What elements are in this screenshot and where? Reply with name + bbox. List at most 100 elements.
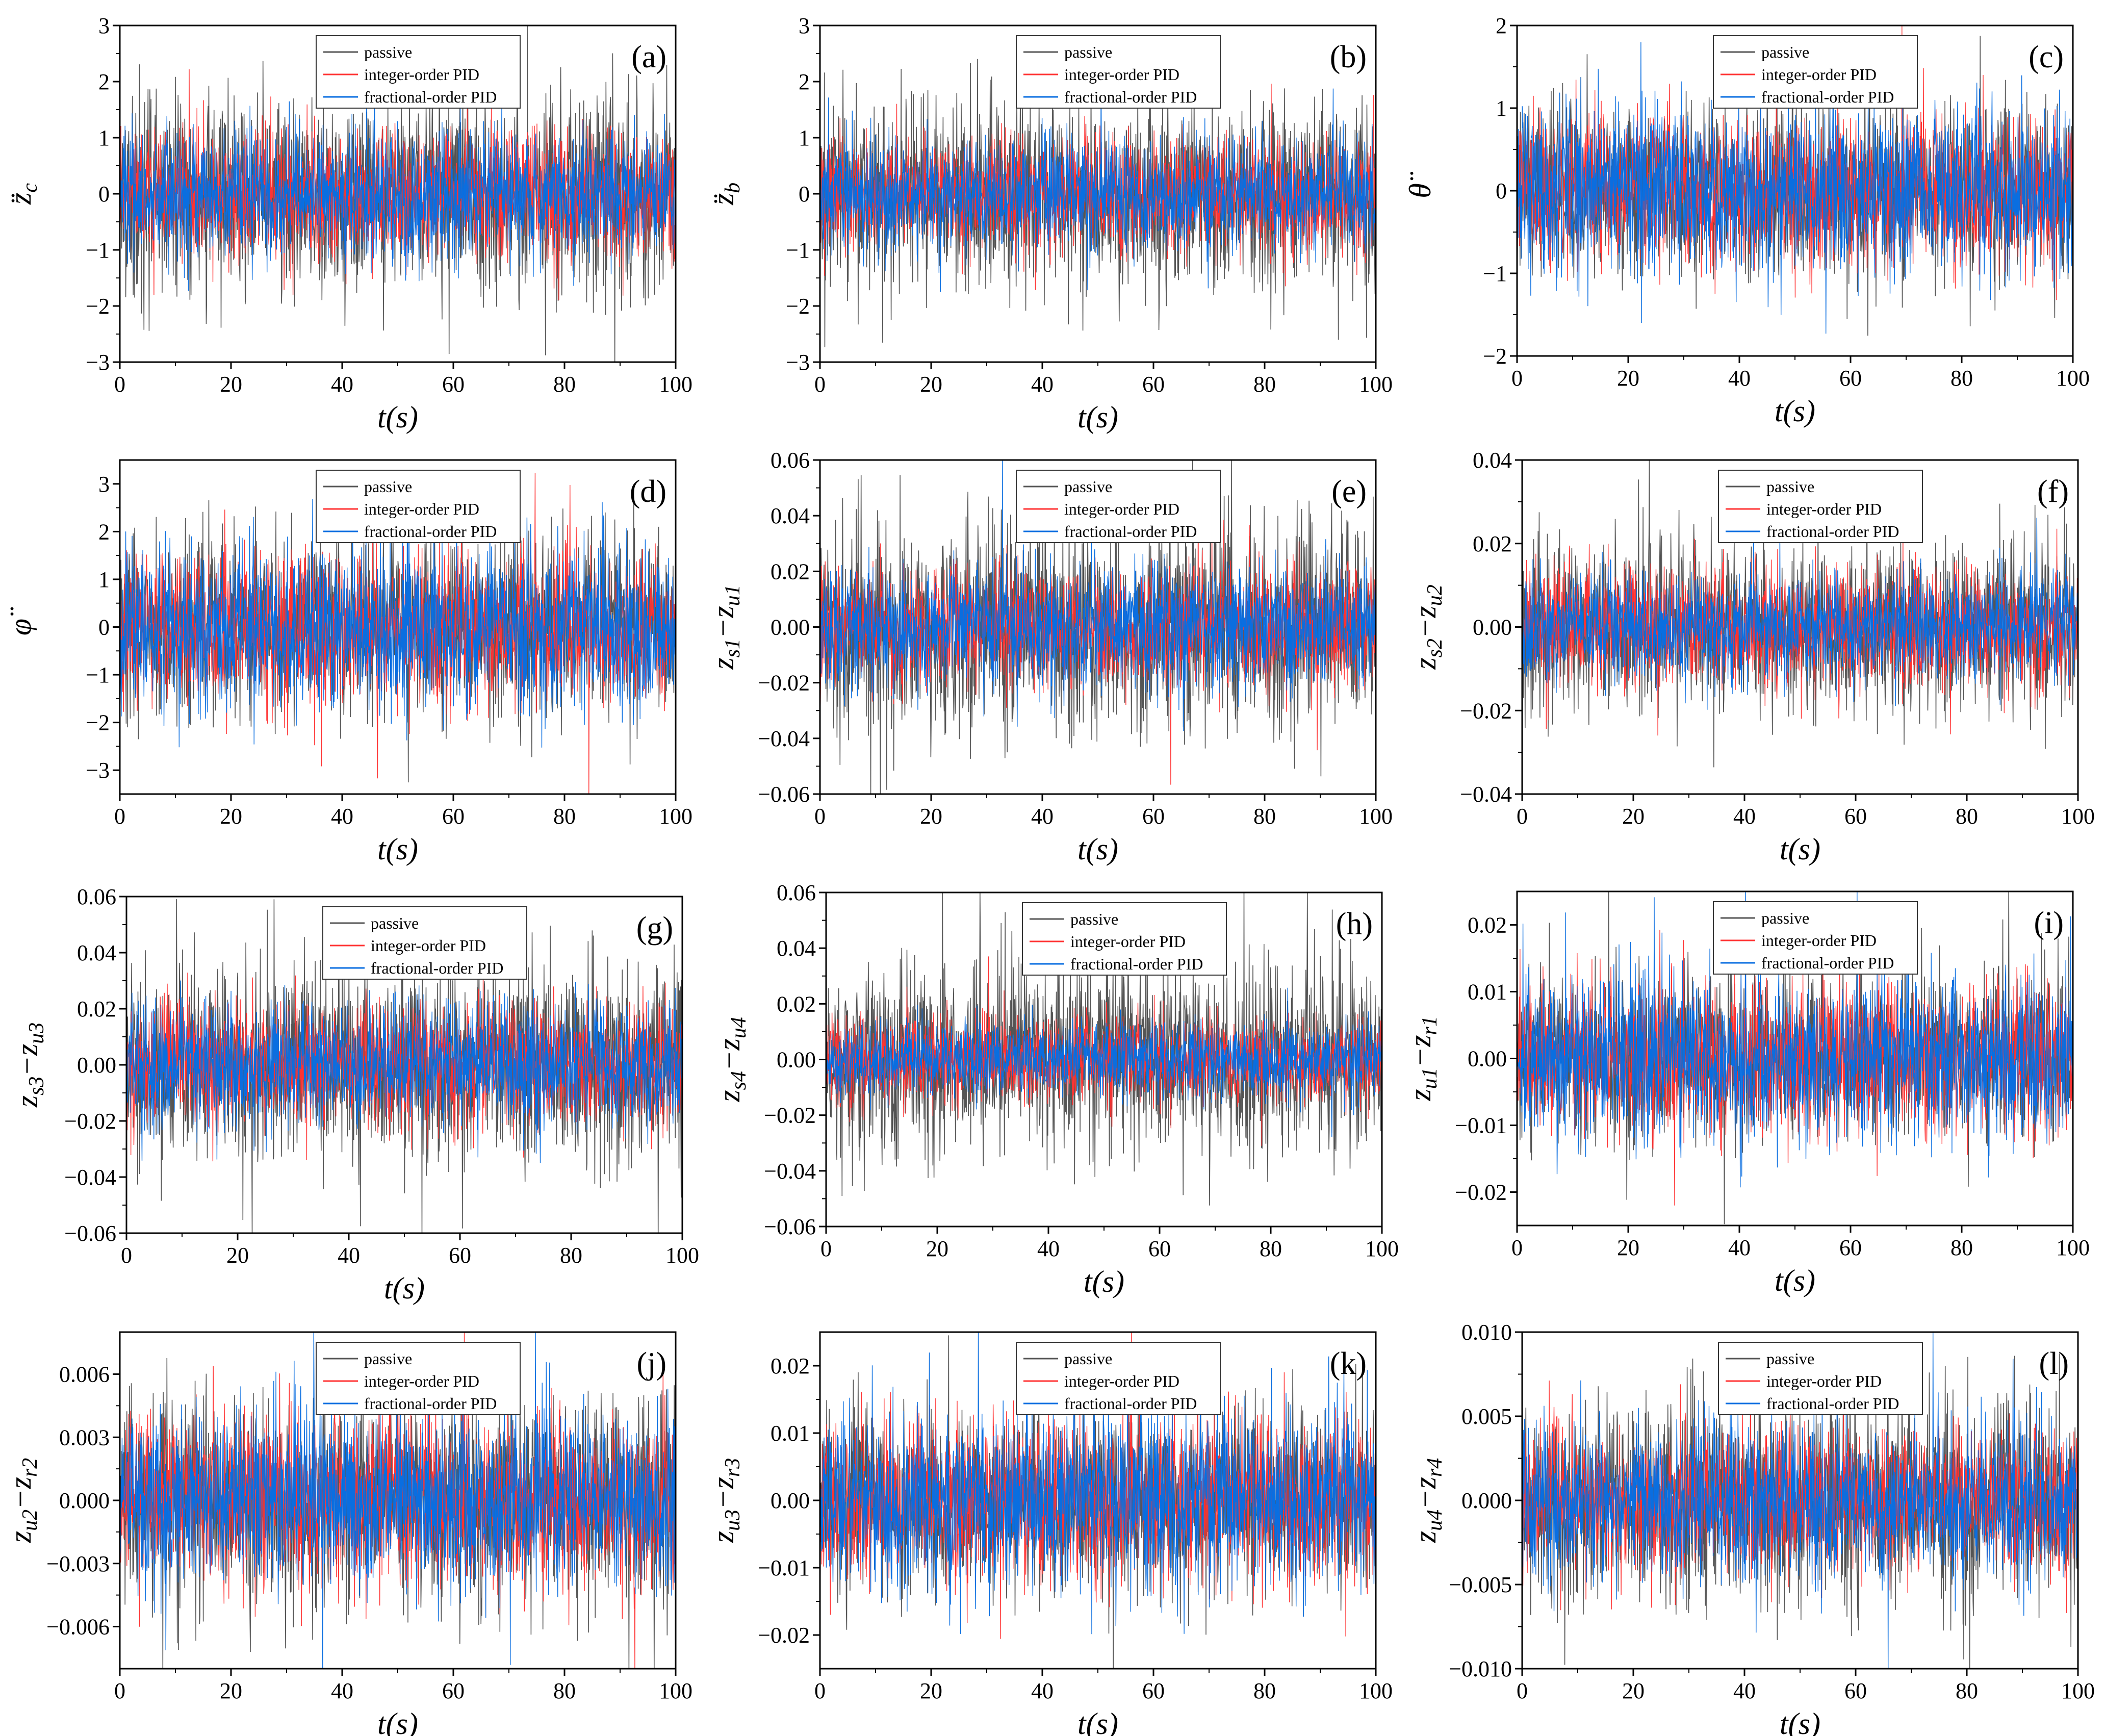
panel-e: 0 20 40 60 80 100 −0.06 −0.04 −0.02 0.00 0.02 0.04 0… — [706, 448, 1393, 866]
panel-l: 0 20 40 60 80 100 −0.010 −0.005 0.000 0.005 0.010 t… — [1408, 1320, 2095, 1736]
y-tick-label: −0.003 — [46, 1551, 110, 1576]
y-tick-label: −1 — [86, 238, 110, 263]
legend: passive integer-order PID fractional-order… — [1016, 1342, 1221, 1415]
legend-label: fractional-order PID — [1766, 1394, 1899, 1413]
panel-tag: (j) — [636, 1346, 666, 1381]
y-tick-label: 0.02 — [77, 997, 116, 1022]
y-tick-label: −2 — [1483, 344, 1507, 369]
x-tick-label: 20 — [226, 1243, 249, 1268]
y-tick-label: −2 — [86, 294, 110, 319]
panel-a: 0 20 40 60 80 100 −3 −2 −1 0 1 2 3 t(s) z̈c (a) passive i… — [4, 13, 692, 434]
x-tick-label: 100 — [2061, 804, 2095, 829]
y-tick-label: −0.010 — [1449, 1656, 1512, 1681]
y-axis-label: z̈b — [706, 183, 745, 206]
legend-label: passive — [1766, 477, 1814, 496]
legend: passive integer-order PID fractional-order… — [316, 35, 521, 109]
y-axis-label: φ̈ — [4, 607, 37, 635]
y-tick-label: 3 — [98, 472, 110, 497]
y-tick-label: −0.04 — [758, 726, 810, 751]
x-axis-label: t(s) — [1780, 1707, 1820, 1736]
x-tick-label: 20 — [926, 1236, 948, 1261]
series-fractional-order-pid — [1522, 518, 2078, 710]
x-tick-label: 20 — [1622, 804, 1645, 829]
series-fractional-order-pid — [1522, 1332, 2078, 1669]
legend-label: fractional-order PID — [1766, 522, 1899, 541]
legend-label: integer-order PID — [371, 936, 486, 955]
legend-label: integer-order PID — [364, 1372, 479, 1390]
legend: passive integer-order PID fractional-order… — [316, 1342, 521, 1415]
legend-label: integer-order PID — [1064, 1372, 1179, 1390]
x-tick-label: 40 — [338, 1243, 360, 1268]
x-tick-label: 0 — [114, 804, 125, 829]
legend-label: integer-order PID — [1761, 931, 1877, 950]
y-axis-label: zu2−zr2 — [4, 1458, 42, 1544]
x-tick-label: 20 — [220, 372, 242, 397]
x-tick-label: 20 — [1622, 1678, 1645, 1703]
y-axis-label: zs1−zu1 — [706, 584, 745, 670]
legend-label: fractional-order PID — [364, 1394, 497, 1413]
legend-label: integer-order PID — [364, 65, 479, 84]
y-tick-label: −0.04 — [1460, 782, 1512, 807]
y-tick-label: 1 — [98, 567, 110, 592]
x-tick-label: 80 — [560, 1243, 582, 1268]
legend-box — [1016, 1342, 1221, 1415]
y-tick-label: 2 — [98, 519, 110, 544]
y-tick-label: 0.005 — [1461, 1404, 1512, 1429]
y-tick-label: −3 — [786, 350, 810, 375]
legend: passive integer-order PID fractional-order… — [322, 906, 527, 980]
series-fractional-order-pid — [1517, 891, 2073, 1188]
y-tick-label: 0.00 — [1473, 615, 1512, 640]
x-tick-label: 40 — [1031, 1678, 1054, 1703]
panel-tag: (d) — [630, 474, 666, 509]
legend: passive integer-order PID fractional-order… — [1022, 902, 1227, 976]
x-tick-label: 80 — [1253, 804, 1276, 829]
panel-f: 0 20 40 60 80 100 −0.04 −0.02 0.00 0.02 0.04 t(s) zs… — [1408, 448, 2095, 866]
y-tick-label: −0.01 — [758, 1555, 810, 1580]
y-tick-label: 0.00 — [1468, 1046, 1507, 1071]
y-axis-label: zs2−zu2 — [1408, 584, 1447, 670]
legend-box — [1016, 470, 1221, 543]
x-tick-label: 0 — [820, 1236, 832, 1261]
legend: passive integer-order PID fractional-order… — [316, 470, 521, 543]
y-tick-label: −2 — [786, 294, 810, 319]
y-tick-label: −0.04 — [64, 1165, 116, 1190]
legend-label: fractional-order PID — [364, 88, 497, 106]
y-tick-label: 1 — [1496, 96, 1507, 121]
y-tick-label: −3 — [86, 758, 110, 783]
x-tick-label: 60 — [1839, 366, 1862, 391]
series-fractional-order-pid — [126, 980, 682, 1163]
legend-box — [316, 470, 521, 543]
y-tick-label: 0 — [1496, 178, 1507, 203]
y-tick-label: 0.00 — [777, 1048, 816, 1073]
y-tick-label: 0.04 — [77, 940, 116, 965]
x-tick-label: 80 — [553, 1678, 576, 1703]
legend-box — [316, 35, 521, 109]
y-tick-label: 0.06 — [77, 884, 116, 909]
legend-box — [1713, 901, 1918, 975]
y-tick-label: 0.01 — [1468, 980, 1507, 1005]
legend-label: integer-order PID — [1766, 500, 1882, 518]
legend: passive integer-order PID fractional-order… — [1718, 470, 1923, 543]
x-tick-label: 40 — [1733, 804, 1756, 829]
x-tick-label: 0 — [814, 372, 826, 397]
x-tick-label: 80 — [553, 372, 576, 397]
x-tick-label: 60 — [442, 372, 465, 397]
y-tick-label: −0.04 — [764, 1159, 816, 1184]
x-tick-label: 100 — [665, 1243, 699, 1268]
x-tick-label: 40 — [1728, 1235, 1751, 1260]
x-tick-label: 60 — [1142, 372, 1165, 397]
panel-k: 0 20 40 60 80 100 −0.02 −0.01 0.00 0.01 0.02 t(s) zu… — [706, 1331, 1393, 1736]
y-tick-label: −0.02 — [758, 1623, 810, 1648]
y-tick-label: 0.01 — [771, 1421, 810, 1446]
series-fractional-order-pid — [120, 1332, 676, 1669]
y-tick-label: 0.02 — [777, 991, 816, 1016]
x-tick-label: 40 — [331, 1678, 353, 1703]
legend-box — [1016, 35, 1221, 109]
y-tick-label: 2 — [1496, 13, 1507, 38]
x-tick-label: 60 — [1142, 804, 1165, 829]
x-tick-label: 100 — [1359, 372, 1393, 397]
x-axis-label: t(s) — [1077, 1707, 1118, 1736]
x-tick-label: 0 — [1517, 1678, 1528, 1703]
x-axis-label: t(s) — [377, 832, 418, 866]
panel-tag: (i) — [2034, 906, 2064, 940]
